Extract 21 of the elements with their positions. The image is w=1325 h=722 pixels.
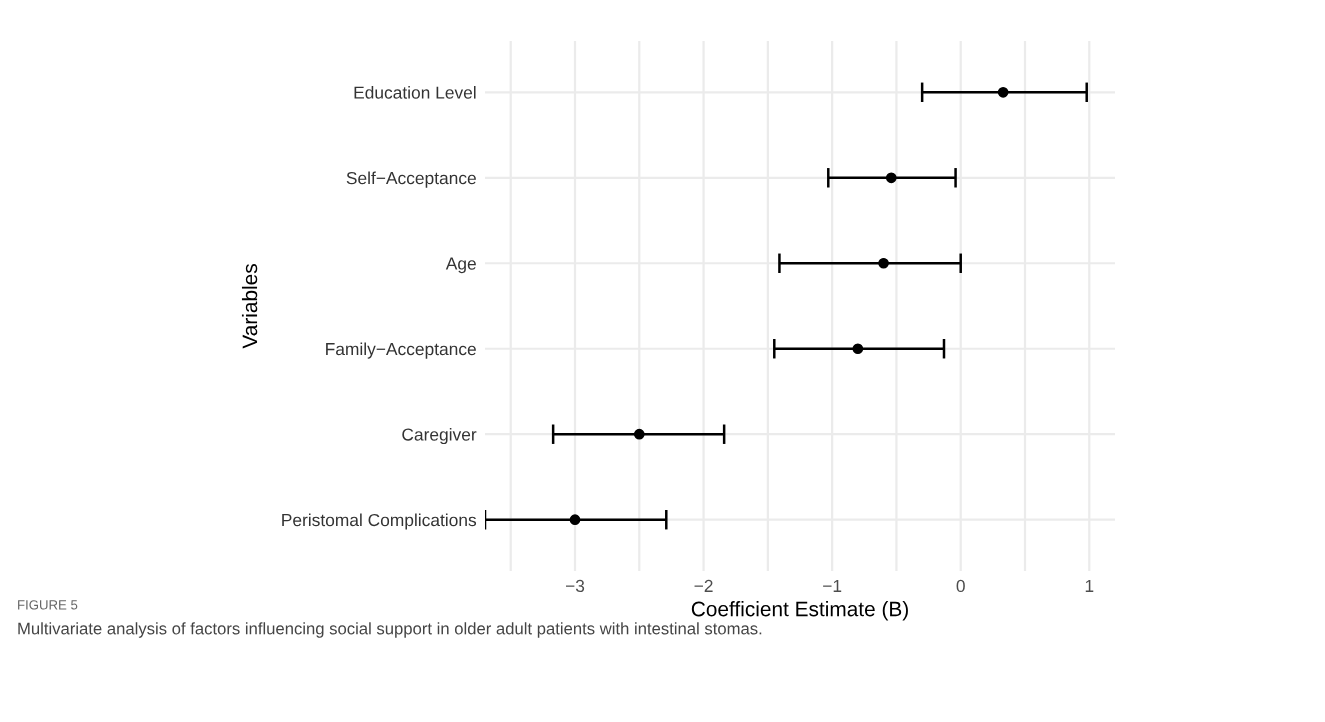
x-tick-label: −2 [694, 579, 713, 592]
caption: FIGURE 5 [18, 600, 78, 610]
y-tick-label: Family−Acceptance [326, 342, 476, 359]
point [997, 86, 1009, 98]
point [885, 172, 897, 184]
x-tick-label: −1 [823, 579, 842, 592]
x-tick-label: −3 [565, 579, 585, 593]
x-tick-label: 0 [956, 579, 965, 593]
x-tick-label: 1 [1085, 579, 1094, 592]
y-tick-label: Peristomal Complications [282, 513, 477, 530]
point [569, 514, 581, 526]
y-axis-title: Variables [241, 264, 258, 349]
point [852, 343, 864, 355]
point [633, 428, 645, 440]
x-axis-title: Coefficient Estimate (B) [691, 601, 908, 621]
y-tick-label: Self−Acceptance [346, 171, 476, 188]
text: Multivariate analysis of factors influencing social support in older adult patients with intestinal stomas. [18, 622, 762, 638]
y-tick-label: Age [445, 257, 476, 274]
point [878, 257, 889, 269]
y-tick-label: Education Level [354, 86, 476, 99]
y-tick-label: Caregiver [402, 427, 477, 445]
